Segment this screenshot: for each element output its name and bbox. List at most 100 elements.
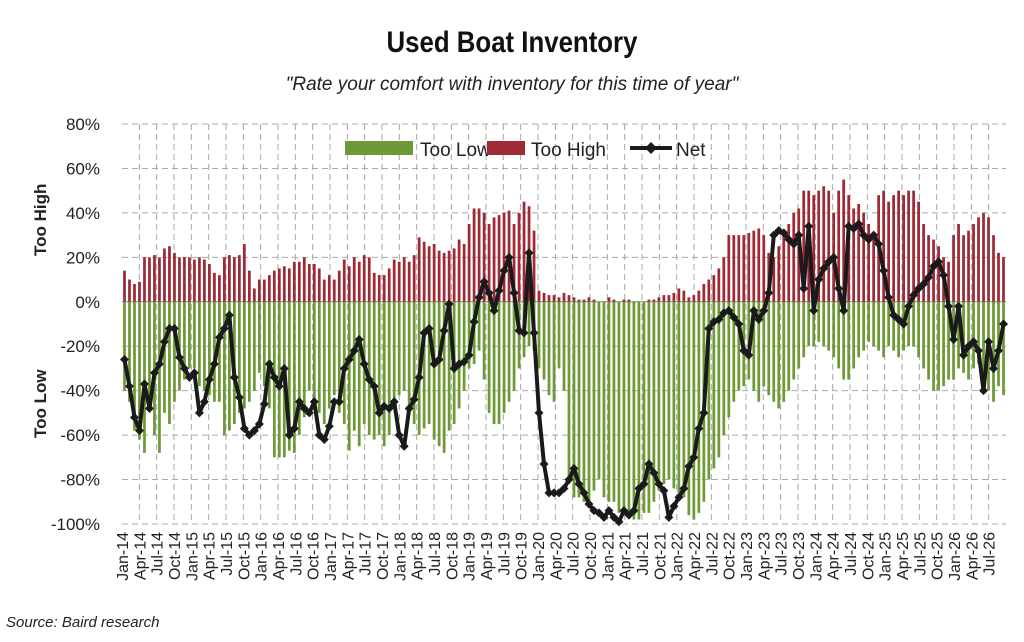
net-point (384, 403, 394, 413)
net-point (694, 423, 704, 433)
net-point (949, 335, 959, 345)
bar-too-high (722, 257, 726, 302)
net-point (819, 263, 829, 273)
net-point (339, 363, 349, 373)
net-point (584, 499, 594, 509)
bar-too-low (667, 301, 671, 480)
x-tick-label: Oct-18 (444, 532, 461, 580)
net-point (369, 381, 379, 391)
net-point (914, 283, 924, 293)
net-point (294, 397, 304, 407)
bar-too-high (352, 257, 356, 302)
bar-too-low (223, 301, 226, 436)
x-tick-label: Apr-22 (687, 532, 704, 580)
bar-too-high (327, 275, 331, 302)
net-point (934, 257, 944, 267)
bar-too-high (687, 297, 691, 302)
bar-too-low (327, 301, 331, 409)
net-point (289, 423, 299, 433)
bar-too-high (138, 281, 141, 302)
net-point (979, 386, 989, 396)
bar-too-high (168, 246, 171, 302)
bar-too-low (822, 301, 826, 347)
bar-too-low (427, 301, 431, 424)
bar-too-high (612, 299, 616, 302)
bar-too-low (892, 301, 896, 351)
bar-too-high (412, 255, 416, 302)
bar-too-high (782, 235, 786, 302)
bar-too-low (183, 301, 186, 380)
bar-too-low (512, 301, 516, 391)
side-labels: Too High Too Low (31, 184, 50, 438)
bar-too-low (412, 301, 416, 424)
bar-too-low (302, 301, 306, 418)
bar-too-high (387, 268, 391, 302)
x-tick-label: Jan-19 (462, 532, 479, 581)
bar-too-high (587, 297, 591, 302)
net-point (894, 315, 904, 325)
bar-too-high (178, 257, 181, 302)
y-tick-label: 20% (66, 248, 100, 267)
bar-too-high (407, 261, 411, 302)
bar-too-high (627, 299, 631, 302)
bar-too-low (812, 301, 816, 347)
bar-too-low (922, 301, 925, 369)
net-point (734, 319, 744, 329)
net-point (419, 328, 429, 338)
net-point (559, 483, 569, 493)
bar-too-high (452, 248, 456, 302)
bar-too-low (168, 301, 171, 424)
bar-too-low (447, 301, 451, 431)
net-point (639, 479, 649, 489)
bar-too-low (297, 301, 301, 436)
bar-too-low (312, 301, 316, 402)
source-note: Source: Baird research (6, 614, 160, 631)
bar-too-high (657, 297, 661, 302)
x-tick-label: Jan-14 (115, 532, 132, 581)
bar-too-high (892, 195, 896, 302)
bar-too-high (392, 259, 396, 302)
bar-too-low (367, 301, 371, 436)
net-point (159, 337, 169, 347)
net-point (439, 326, 449, 336)
net-point (524, 248, 534, 258)
bar-too-high (712, 275, 716, 302)
net-point (869, 230, 879, 240)
x-tick-label: Jan-20 (531, 532, 548, 581)
bar-too-high (697, 290, 701, 302)
bar-too-high (857, 204, 861, 302)
net-point (249, 426, 259, 436)
x-tick-label: Jul-16 (288, 532, 305, 576)
bar-too-high (158, 257, 161, 302)
bar-too-high (542, 292, 546, 302)
net-point (194, 408, 204, 418)
bar-too-high (812, 195, 816, 302)
net-point (744, 350, 754, 360)
net-point (229, 372, 239, 382)
bar-too-high (567, 295, 571, 302)
bar-too-high (662, 295, 666, 302)
bar-too-high (922, 224, 925, 302)
x-tick-label: Jul-19 (496, 532, 513, 576)
bar-too-low (502, 301, 506, 413)
bar-too-low (307, 301, 311, 391)
bar-too-low (237, 301, 241, 413)
bar-too-high (792, 212, 796, 302)
net-series (119, 219, 1009, 527)
net-point (479, 277, 489, 287)
bar-too-low (912, 301, 915, 347)
bar-too-high (1002, 257, 1005, 302)
bar-too-high (487, 224, 491, 302)
net-point (789, 239, 799, 249)
bar-too-high (382, 275, 386, 302)
net-point (434, 355, 444, 365)
bar-too-low (692, 301, 696, 520)
net-point (954, 301, 964, 311)
net-point (809, 306, 819, 316)
net-point (904, 301, 914, 311)
bar-too-high (208, 264, 211, 302)
bar-too-high (732, 235, 736, 302)
net-point (259, 399, 269, 409)
net-point (644, 459, 654, 469)
net-point (394, 430, 404, 440)
